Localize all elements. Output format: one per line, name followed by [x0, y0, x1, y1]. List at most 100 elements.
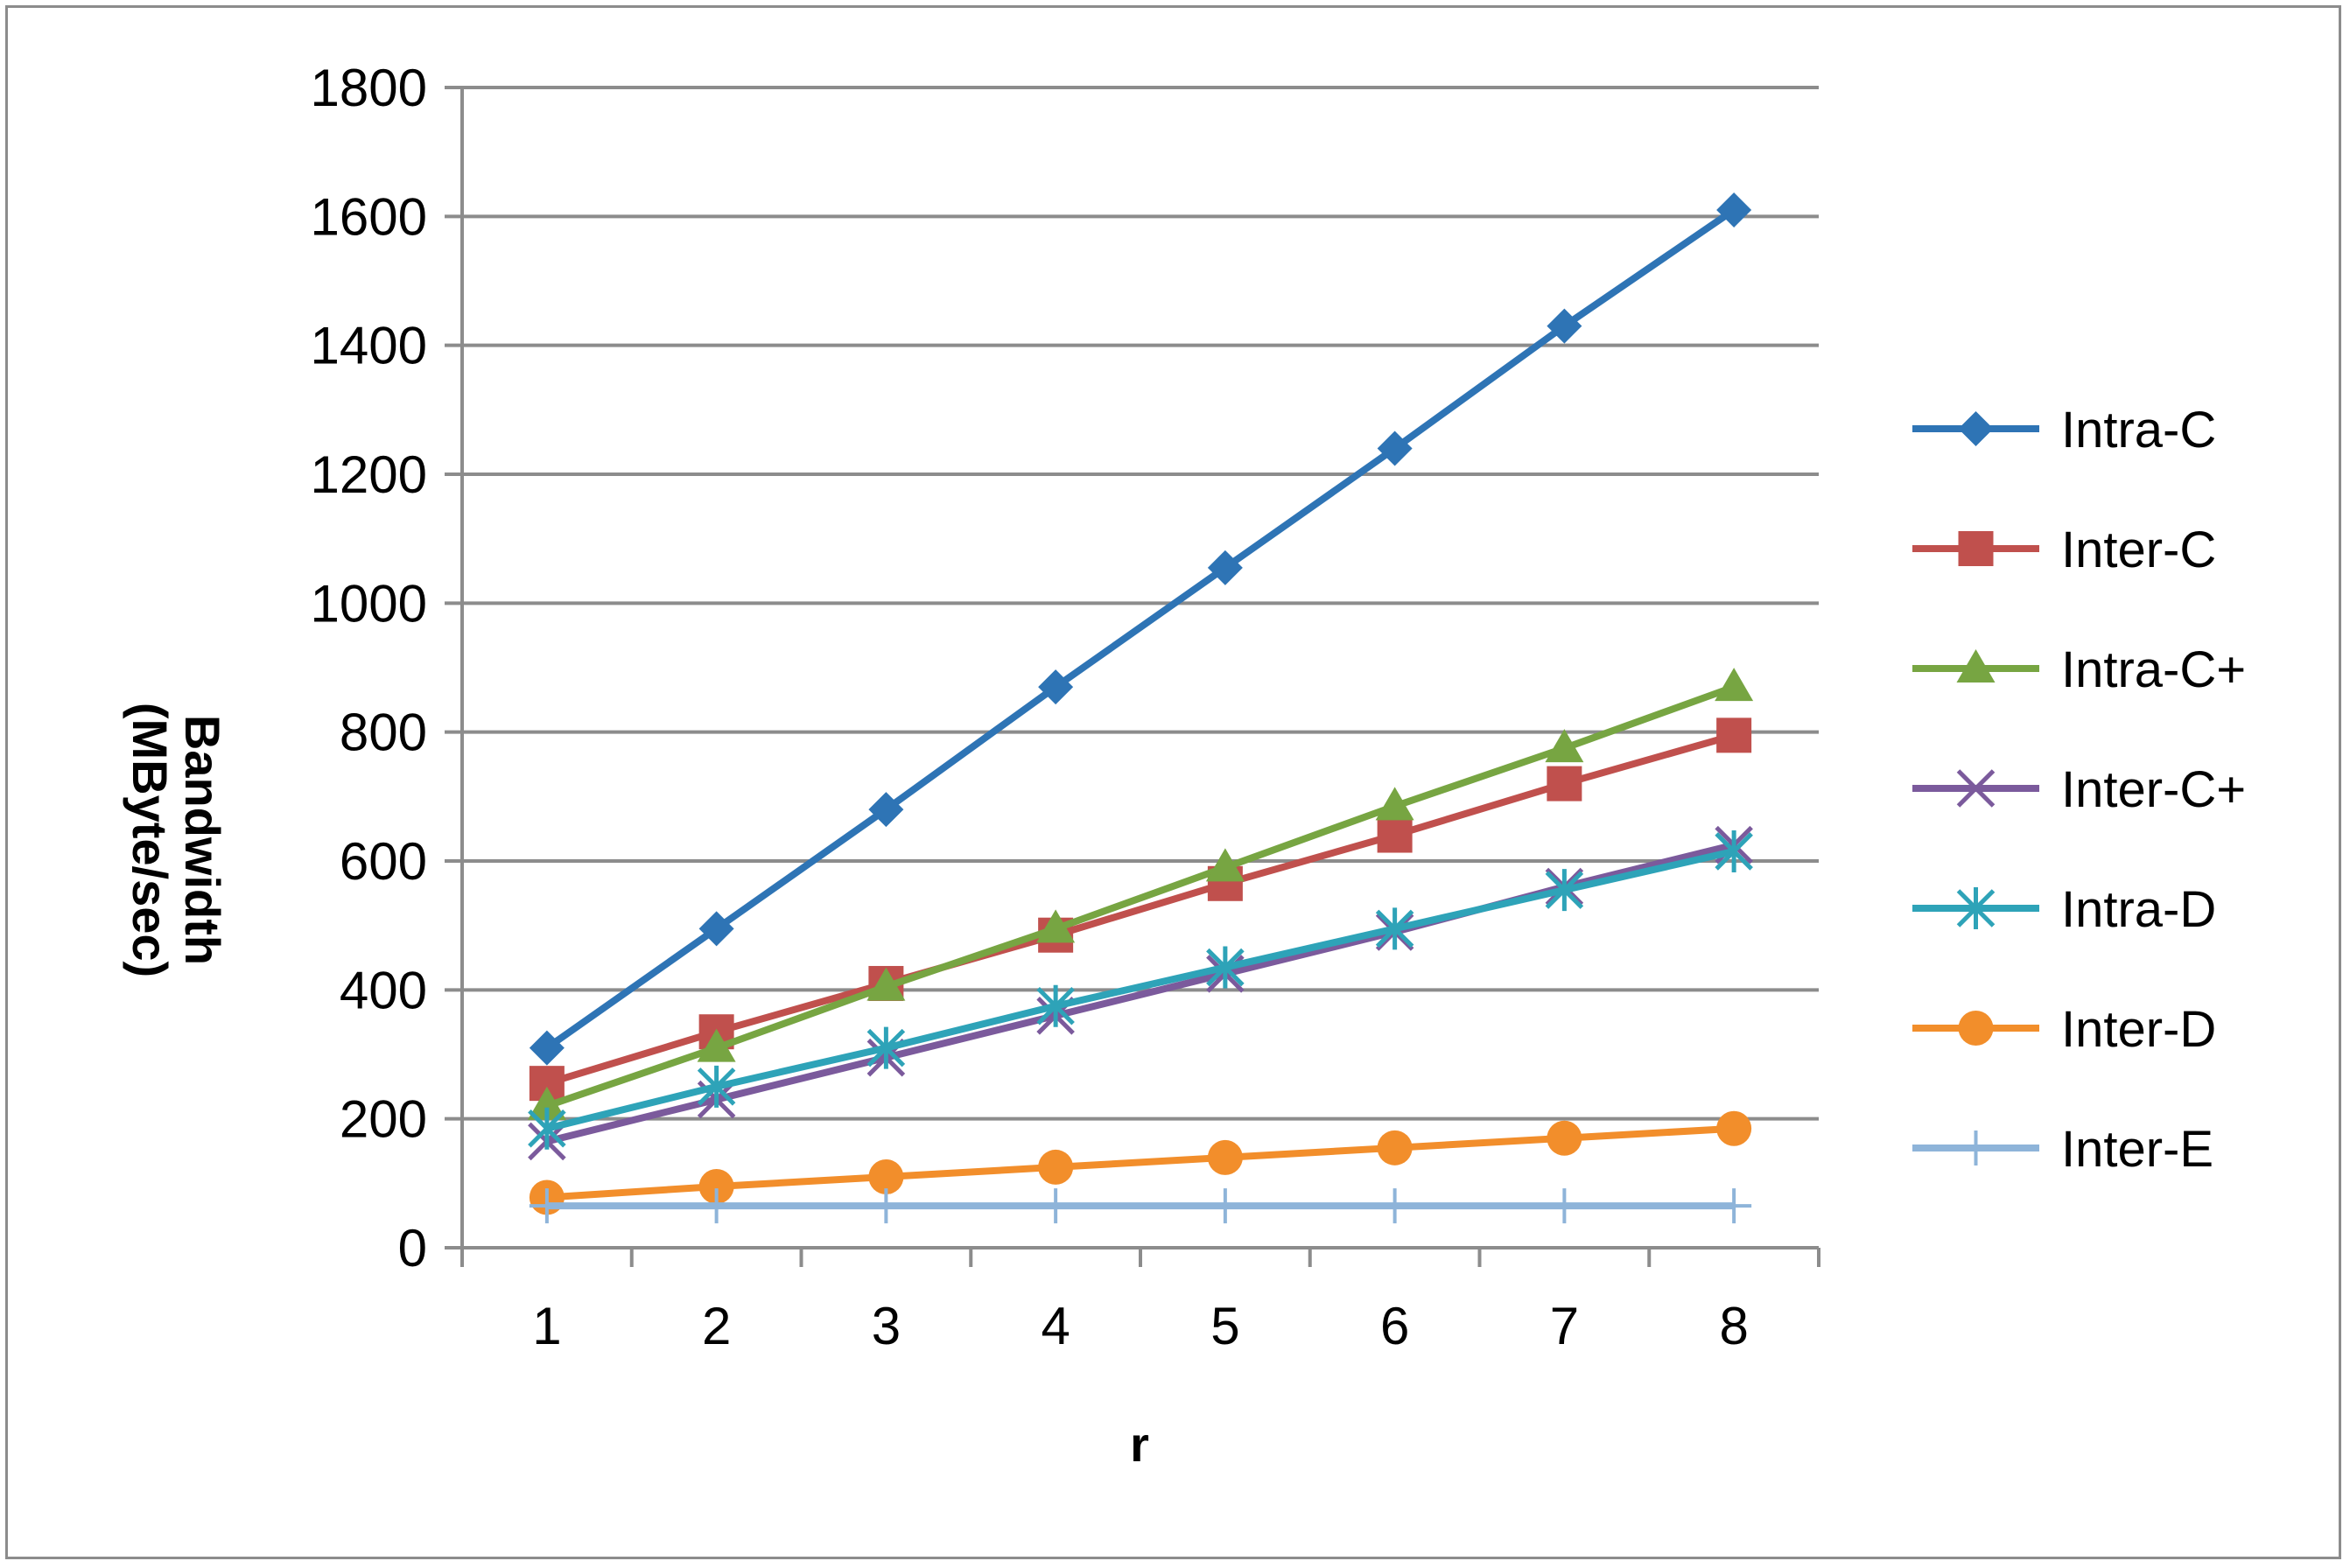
point-inter-c-7 — [1547, 766, 1582, 802]
legend-item-intra-c-plus: Intra-C+ — [1912, 641, 2246, 698]
point-intra-c-1 — [529, 1030, 565, 1066]
x-tick-label-1: 1 — [532, 1297, 561, 1355]
point-intra-d-4 — [1036, 984, 1075, 1027]
x-tick-label-5: 5 — [1210, 1297, 1239, 1355]
series-line-inter-d — [546, 1124, 1735, 1201]
point-intra-c-plus-6 — [1375, 787, 1414, 821]
y-axis-title: Bandwidth (MByte/sec) — [123, 703, 230, 977]
y-tick-label-400: 400 — [340, 961, 427, 1019]
point-intra-d-2 — [697, 1065, 736, 1108]
legend-label-inter-c-plus: Inter-C+ — [2061, 761, 2246, 818]
point-intra-d-3 — [866, 1026, 906, 1069]
y-axis-title-line-2: (MByte/sec) — [123, 703, 178, 977]
legend-marker-inter-e — [1958, 1130, 1994, 1166]
point-inter-e-8 — [1716, 1188, 1752, 1224]
legend-marker-inter-c-plus — [1956, 769, 1996, 808]
point-inter-e-5 — [1207, 1188, 1243, 1224]
x-tick-label-3: 3 — [872, 1297, 901, 1355]
legend-label-inter-c: Inter-C — [2061, 522, 2216, 578]
point-inter-e-4 — [1038, 1188, 1074, 1224]
point-intra-d-6 — [1375, 907, 1414, 950]
series-inter-c-plus — [528, 825, 1753, 1161]
point-intra-d-8 — [1715, 830, 1753, 872]
series-line-inter-c — [545, 732, 1736, 1087]
legend-item-intra-c: Intra-C — [1912, 402, 2216, 458]
point-intra-c-plus-2 — [697, 1028, 736, 1062]
point-intra-c-6 — [1377, 430, 1413, 466]
x-axis-title: r — [1130, 1417, 1149, 1472]
point-inter-d-8 — [1716, 1110, 1752, 1146]
legend: Intra-C Inter-C Intra-C+ Inter-C+ Intra-D Int… — [1912, 402, 2246, 1178]
x-tick-label-2: 2 — [702, 1297, 731, 1355]
legend-item-inter-e: Inter-E — [1912, 1121, 2213, 1178]
chart-frame — [5, 5, 2341, 1559]
point-intra-c-2 — [698, 911, 734, 947]
point-intra-d-5 — [1206, 946, 1245, 989]
point-inter-d-2 — [698, 1169, 734, 1205]
legend-item-inter-d: Inter-D — [1912, 1001, 2216, 1058]
legend-marker-inter-d — [1958, 1011, 1994, 1046]
legend-marker-intra-c — [1958, 411, 1994, 446]
x-tick-labels: 1 2 3 4 5 6 7 8 — [532, 1297, 1749, 1355]
legend-label-intra-c: Intra-C — [2061, 402, 2216, 458]
x-tick-label-8: 8 — [1719, 1297, 1748, 1355]
legend-marker-intra-d — [1956, 887, 1996, 929]
point-inter-d-6 — [1377, 1130, 1413, 1166]
y-tick-label-1000: 1000 — [311, 574, 427, 633]
series-lines — [527, 192, 1754, 1224]
gridlines — [445, 86, 1819, 1121]
y-tick-label-800: 800 — [340, 704, 427, 762]
point-intra-c-7 — [1547, 308, 1582, 344]
point-inter-e-6 — [1377, 1188, 1413, 1224]
point-intra-c-plus-1 — [527, 1086, 566, 1120]
y-tick-label-1400: 1400 — [311, 317, 427, 375]
y-tick-label-1800: 1800 — [311, 59, 427, 117]
point-intra-c-3 — [868, 792, 904, 828]
point-inter-c-6 — [1377, 817, 1413, 853]
legend-marker-intra-c-plus — [1956, 649, 1996, 682]
x-tick-label-7: 7 — [1550, 1297, 1579, 1355]
point-inter-d-5 — [1207, 1139, 1243, 1175]
series-line-intra-c — [544, 206, 1736, 1051]
point-inter-e-1 — [529, 1188, 565, 1224]
legend-item-inter-c-plus: Inter-C+ — [1912, 761, 2246, 818]
series-intra-c — [529, 192, 1752, 1066]
y-tick-label-1600: 1600 — [311, 187, 427, 246]
point-intra-c-4 — [1038, 669, 1074, 705]
point-intra-d-1 — [528, 1107, 566, 1150]
legend-label-intra-d: Intra-D — [2061, 881, 2216, 938]
axes — [445, 88, 1820, 1267]
point-intra-d-7 — [1545, 869, 1584, 912]
point-intra-c-plus-8 — [1715, 668, 1754, 702]
point-intra-c-plus-4 — [1036, 909, 1076, 943]
x-tick-label-6: 6 — [1380, 1297, 1409, 1355]
point-intra-c-plus-5 — [1205, 848, 1245, 882]
point-intra-c-8 — [1716, 192, 1752, 228]
legend-label-intra-c-plus: Intra-C+ — [2061, 641, 2246, 698]
point-intra-c-plus-3 — [866, 967, 906, 1001]
series-intra-c-plus — [527, 668, 1754, 1120]
series-line-intra-d — [545, 848, 1736, 1132]
point-intra-c-plus-7 — [1545, 729, 1584, 763]
point-inter-c-8 — [1716, 718, 1752, 753]
point-inter-d-4 — [1038, 1149, 1074, 1185]
point-inter-e-3 — [868, 1188, 904, 1224]
series-inter-e — [529, 1188, 1752, 1224]
series-intra-d — [528, 830, 1753, 1150]
point-inter-e-2 — [698, 1188, 734, 1224]
point-inter-e-7 — [1547, 1188, 1582, 1224]
y-tick-label-1200: 1200 — [311, 445, 427, 504]
legend-marker-inter-c — [1958, 531, 1994, 566]
point-inter-d-3 — [868, 1158, 904, 1194]
point-inter-d-7 — [1547, 1120, 1582, 1156]
x-tick-label-4: 4 — [1041, 1297, 1070, 1355]
legend-item-inter-c: Inter-C — [1912, 522, 2216, 578]
point-intra-c-5 — [1207, 550, 1243, 585]
legend-item-intra-d: Intra-D — [1912, 881, 2216, 938]
y-axis-title-line-1: Bandwidth — [175, 715, 230, 965]
y-tick-labels: 0 200 400 600 800 1000 1200 1400 1600 1800 — [311, 59, 427, 1278]
y-tick-label-600: 600 — [340, 832, 427, 891]
legend-label-inter-d: Inter-D — [2061, 1001, 2216, 1058]
legend-label-inter-e: Inter-E — [2061, 1121, 2213, 1178]
